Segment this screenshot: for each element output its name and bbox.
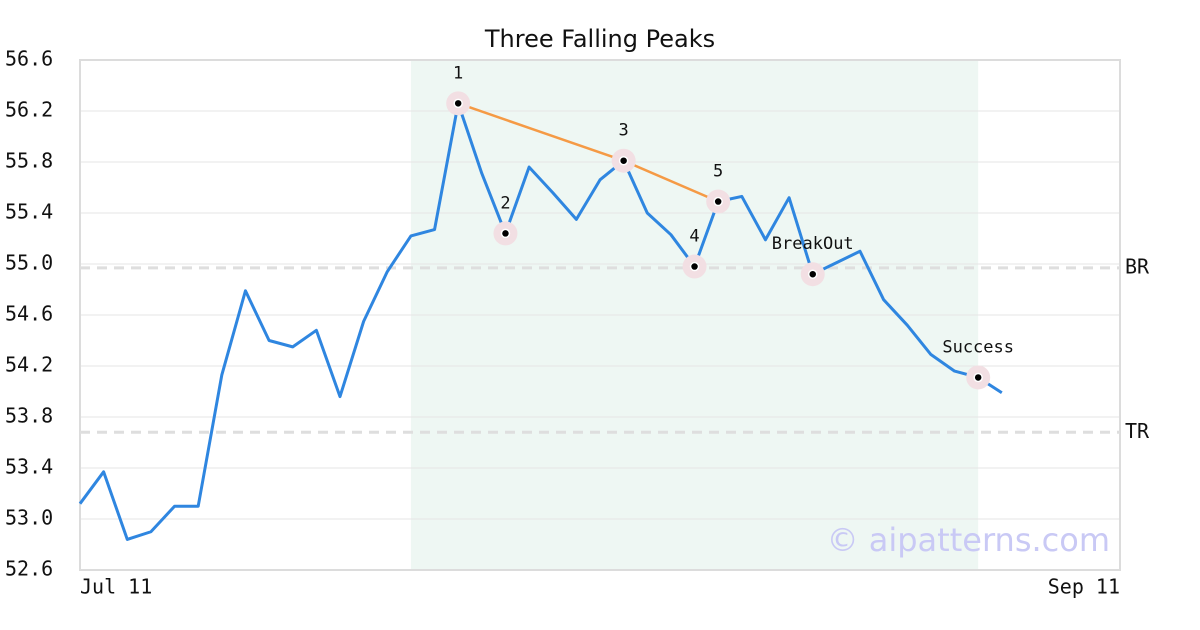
marker-dot — [807, 269, 818, 279]
y-tick-label: 53.4 — [5, 455, 53, 479]
marker-dot — [453, 98, 463, 109]
x-tick-label: Jul 11 — [80, 575, 152, 599]
marker-dot — [689, 261, 700, 272]
y-tick-label: 54.6 — [5, 302, 53, 326]
marker-dot — [973, 372, 983, 383]
annotation-label: 5 — [713, 162, 723, 182]
chart-title: Three Falling Peaks — [484, 25, 715, 53]
y-tick-label: 53.0 — [5, 506, 53, 530]
y-tick-label: 55.4 — [5, 200, 53, 224]
level-label: TR — [1125, 419, 1150, 443]
y-tick-label: 56.2 — [5, 98, 53, 122]
watermark: © aipatterns.com — [827, 521, 1110, 559]
level-label: BR — [1125, 254, 1150, 278]
annotation-label: Success — [942, 337, 1014, 357]
y-tick-label: 55.0 — [5, 251, 53, 275]
annotation-label: 1 — [453, 63, 463, 83]
y-tick-label: 55.8 — [5, 149, 53, 173]
y-tick-label: 56.6 — [5, 47, 53, 71]
price-line — [78, 101, 1003, 541]
annotation-label: 2 — [500, 193, 510, 213]
marker-dot — [713, 196, 723, 207]
y-tick-label: 54.2 — [5, 353, 53, 377]
plot-border — [79, 59, 1121, 571]
y-tick-label: 52.6 — [5, 557, 53, 581]
annotation-label: 3 — [619, 121, 629, 141]
marker-dot — [618, 155, 629, 166]
y-tick-label: 53.8 — [5, 404, 53, 428]
x-tick-label: Sep 11 — [1048, 575, 1120, 599]
marker-dot — [500, 228, 511, 239]
annotation-label: 4 — [689, 227, 699, 247]
annotation-label: BreakOut — [772, 234, 854, 254]
